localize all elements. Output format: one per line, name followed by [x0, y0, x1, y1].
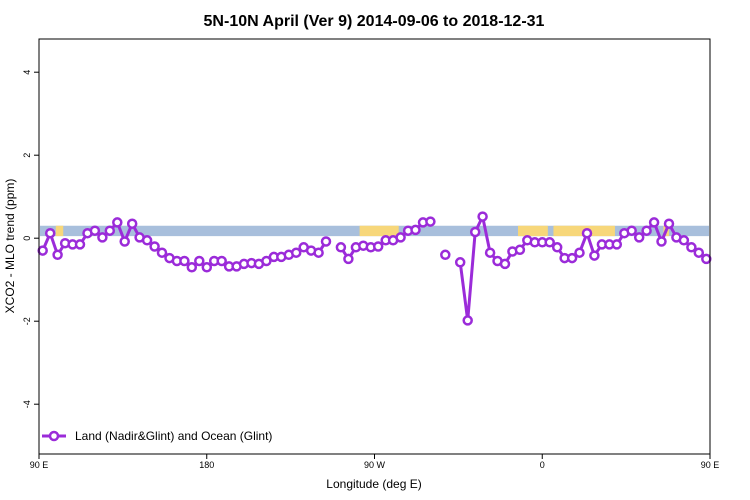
data-point [37, 245, 48, 256]
land-strip-segment [55, 225, 64, 237]
data-point [663, 218, 675, 229]
x-tick-label: 90 E [701, 460, 720, 470]
data-point [648, 217, 660, 228]
chart-title: 5N-10N April (Ver 9) 2014-09-06 to 2018-… [204, 13, 545, 30]
data-point [89, 225, 101, 236]
data-point [313, 247, 324, 258]
data-point [551, 242, 563, 253]
y-tick-label: -2 [22, 317, 32, 325]
legend: Land (Nadir&Glint) and Ocean (Glint) [42, 429, 272, 443]
data-point [701, 253, 712, 265]
data-point [141, 235, 153, 246]
y-tick-label: -4 [22, 400, 32, 408]
legend-label: Land (Nadir&Glint) and Ocean (Glint) [75, 429, 272, 443]
data-point [678, 235, 690, 246]
y-tick-label: 2 [22, 153, 32, 158]
data-point [261, 255, 272, 267]
data-point [499, 258, 511, 270]
data-point [126, 218, 138, 229]
land-strip-segment [518, 225, 548, 237]
data-point [544, 237, 555, 248]
x-tick-label: 90 W [364, 460, 386, 470]
data-point [179, 255, 190, 267]
data-point [104, 225, 116, 236]
data-point [440, 249, 451, 261]
data-point [201, 262, 213, 273]
data-point [395, 232, 406, 243]
data-point [410, 224, 421, 236]
y-axis-label: XCO2 - MLO trend (ppm) [3, 179, 17, 314]
data-point [633, 232, 645, 243]
y-axis: -4 -2 0 2 4 [22, 70, 39, 408]
x-tick-label: 0 [540, 460, 545, 470]
data-point [693, 247, 705, 258]
data-point [156, 247, 168, 258]
x-tick-label: 180 [199, 460, 214, 470]
series-layer [37, 211, 712, 326]
data-point [589, 250, 600, 261]
data-point [656, 236, 667, 247]
data-point [566, 252, 578, 264]
data-point [484, 247, 496, 258]
data-point [149, 241, 160, 252]
data-point [216, 255, 227, 267]
data-point [469, 226, 481, 238]
data-point [186, 262, 198, 273]
data-point [626, 225, 637, 236]
legend-marker-swatch [48, 430, 60, 442]
data-point [641, 225, 652, 236]
data-point [514, 244, 526, 256]
data-point [194, 255, 205, 267]
data-point [454, 257, 466, 268]
data-point [462, 315, 473, 326]
data-point [477, 211, 488, 222]
data-point [335, 242, 347, 253]
data-point [425, 216, 436, 227]
data-point [343, 253, 354, 265]
data-point [97, 232, 108, 243]
data-point [44, 227, 56, 239]
x-axis: 90 E 180 90 W 0 90 E [30, 454, 720, 470]
data-point [112, 217, 123, 228]
data-point [581, 227, 593, 239]
data-point [320, 236, 332, 247]
data-point [574, 247, 585, 258]
data-point [52, 249, 63, 261]
y-tick-label: 4 [22, 70, 32, 75]
data-point [686, 242, 697, 253]
data-point [290, 247, 302, 258]
data-point [119, 236, 130, 247]
data-point [372, 241, 384, 252]
y-tick-label: 0 [22, 236, 32, 241]
x-axis-label: Longitude (deg E) [326, 477, 421, 491]
x-tick-label: 90 E [30, 460, 49, 470]
data-point [611, 239, 623, 250]
land-strip-segment [359, 225, 399, 237]
data-point [74, 239, 86, 250]
